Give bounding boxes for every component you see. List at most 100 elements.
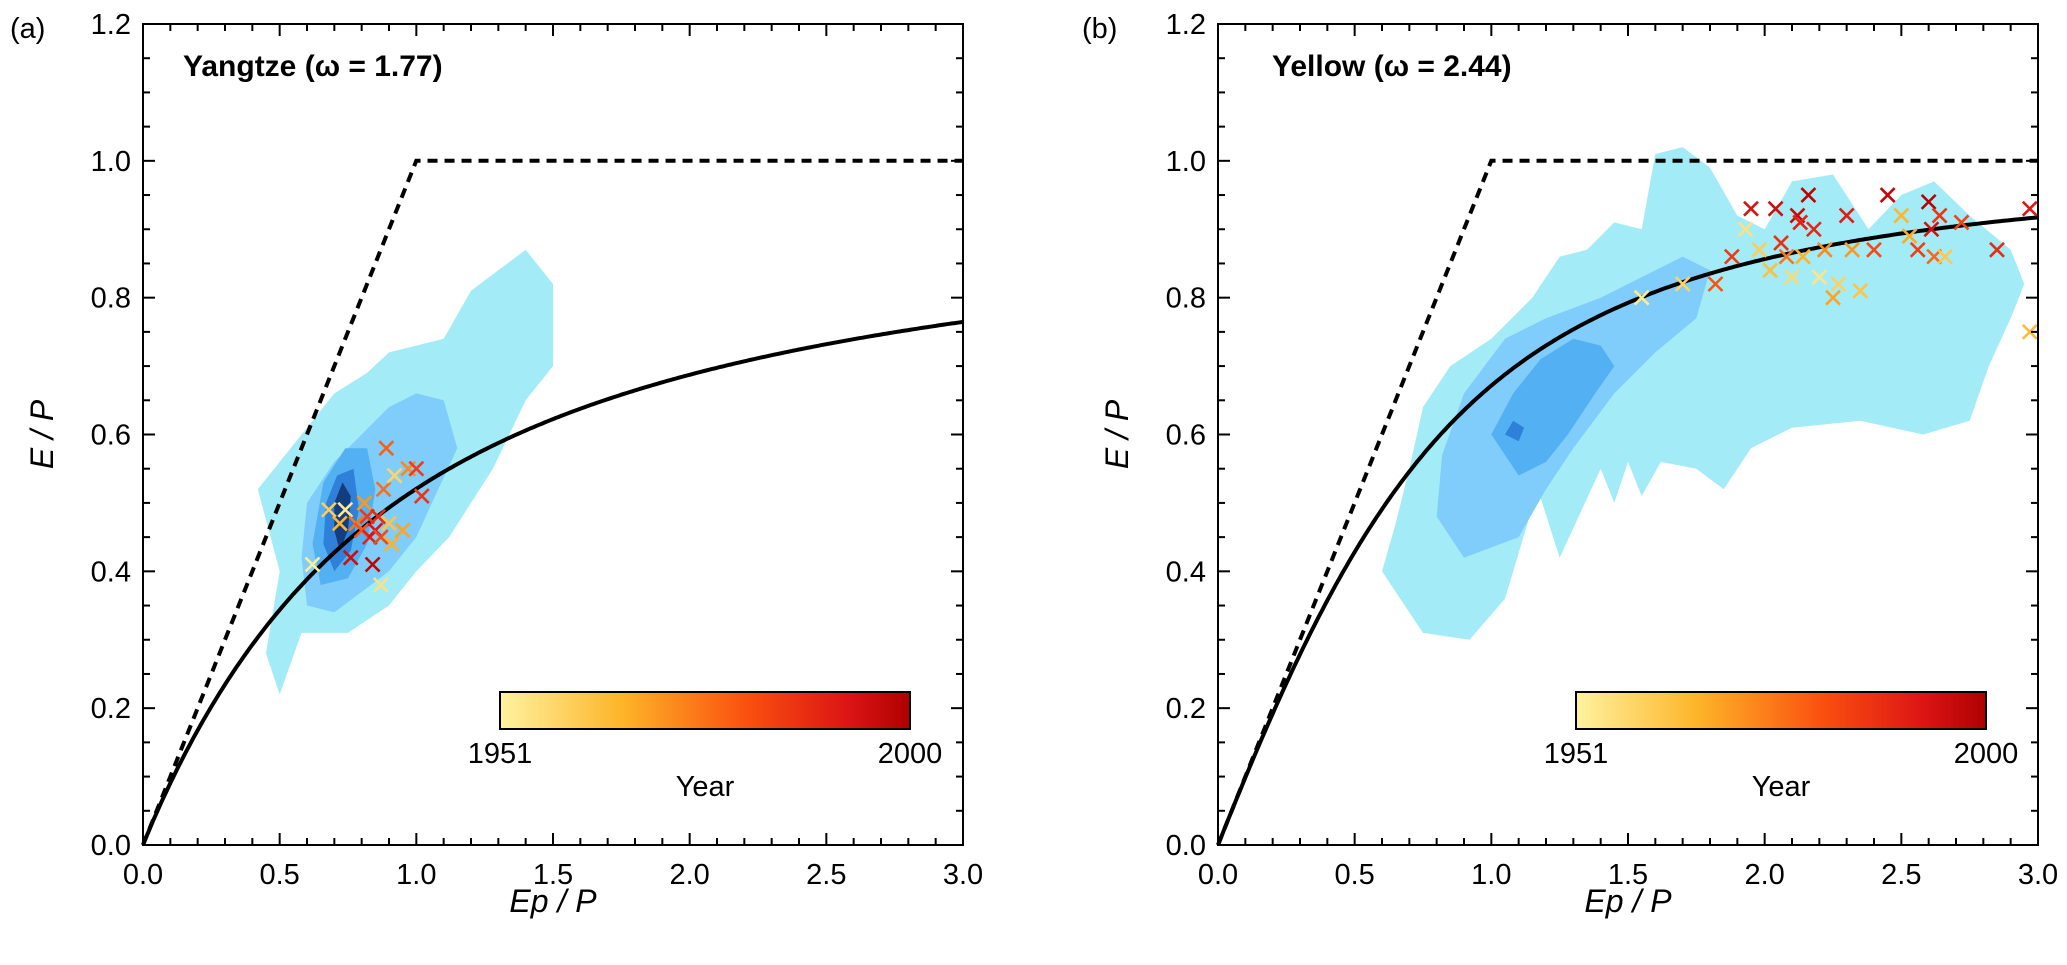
x-axis-label: Ep / P [509, 883, 597, 919]
scatter-point [370, 508, 386, 525]
x-tick-label: 1.5 [533, 859, 573, 891]
scatter-point [2021, 200, 2038, 217]
density-contour-level-3 [1491, 338, 1615, 476]
y-tick-label: 0.4 [1166, 556, 1206, 588]
scatter-point [1792, 214, 1809, 231]
scatter-point [1838, 207, 1855, 224]
x-tick-label: 2.0 [670, 859, 710, 891]
y-tick-label: 1.2 [91, 9, 131, 41]
scatter-point [381, 515, 397, 532]
scatter-point [383, 536, 400, 552]
panel-label: (b) [1082, 13, 1117, 45]
scatter-point [304, 556, 321, 573]
scatter-point [1920, 193, 1937, 210]
scatter-point [1784, 269, 1800, 286]
x-tick-label: 3.0 [2018, 859, 2058, 891]
x-tick-label: 1.0 [1471, 859, 1511, 891]
scatter-point [1866, 241, 1882, 258]
scatter-point [342, 549, 359, 566]
y-axis-label: E / P [24, 399, 60, 469]
scatter-point [1674, 276, 1691, 292]
scatter-point [1816, 241, 1833, 258]
scatter-point [1811, 269, 1828, 286]
scatter-point [1707, 276, 1724, 292]
colorbar [499, 691, 911, 730]
scatter-point [1909, 241, 1926, 258]
scatter-point [1773, 235, 1789, 251]
y-axis-label: E / P [1099, 399, 1135, 469]
scatter-point [364, 556, 381, 573]
y-tick-label: 1.0 [91, 146, 131, 178]
scatter-point [1805, 221, 1822, 238]
scatter-point [394, 522, 411, 539]
x-tick-label: 1.5 [1608, 859, 1648, 891]
scatter-point [1830, 276, 1847, 292]
y-tick-label: 0.2 [91, 693, 131, 725]
panel-a: 0.0 0.5 1.0 1.5 2.0 2.5 3.0 0.0 0.2 0.4 0.6 0.8 1.0 1… [10, 9, 983, 919]
scatter-point [1767, 200, 1784, 217]
scatter-point [337, 501, 354, 518]
budyko-curve [141, 319, 964, 846]
scatter-point [375, 481, 392, 498]
scatter-point [1751, 241, 1768, 258]
y-tick-label: 0.6 [91, 420, 131, 452]
scatter-point [1879, 187, 1896, 203]
colorbar [1575, 691, 1987, 730]
scatter-point [1953, 214, 1970, 231]
scatter-point [320, 501, 337, 518]
scatter-point [1893, 207, 1910, 224]
scatter-point [331, 515, 348, 532]
limit-line [141, 158, 963, 846]
panel-title: Yellow (ω = 2.44) [1272, 50, 1512, 83]
x-tick-label: 0.5 [260, 859, 300, 891]
scatter-point [1931, 207, 1948, 224]
scatter-point [1844, 241, 1861, 258]
x-tick-label: 0.5 [1335, 859, 1375, 891]
x-tick-label: 0.0 [123, 859, 163, 891]
y-tick-label: 0.0 [1166, 830, 1206, 862]
x-tick-label: 2.5 [1881, 859, 1921, 891]
scatter-point [372, 577, 389, 593]
colorbar-max-label: 2000 [1954, 738, 2019, 770]
scatter-point [2021, 323, 2038, 340]
scatter-point [1825, 289, 1841, 306]
scatter-point [1937, 248, 1953, 265]
scatter-point [1762, 262, 1779, 279]
scatter-point [1633, 289, 1650, 306]
y-tick-label: 0.0 [91, 830, 131, 862]
y-tick-label: 0.8 [91, 283, 131, 315]
scatter-point [1795, 248, 1811, 265]
scatter-point [378, 440, 395, 457]
y-tick-label: 1.0 [1166, 146, 1206, 178]
y-tick-label: 0.2 [1166, 693, 1206, 725]
density-contour-level-4 [1505, 420, 1525, 442]
y-tick-label: 0.8 [1166, 283, 1206, 315]
x-tick-label: 3.0 [943, 859, 983, 891]
y-tick-label: 0.4 [91, 556, 131, 588]
colorbar-min-label: 1951 [468, 738, 533, 770]
scatter-point [1737, 221, 1754, 238]
scatter-point [356, 494, 373, 511]
colorbar-label: Year [1752, 771, 1811, 803]
x-tick-label: 2.5 [806, 859, 846, 891]
x-axis-label: Ep / P [1584, 883, 1672, 919]
scatter-point [386, 467, 403, 484]
y-tick-label: 0.6 [1166, 420, 1206, 452]
scatter-point [1923, 221, 1940, 238]
x-tick-label: 0.0 [1198, 859, 1238, 891]
panel-b: 0.0 0.5 1.0 1.5 2.0 2.5 3.0 0.0 0.2 0.4 0.6 0.8 1.0 1… [1082, 9, 2058, 919]
colorbar-label: Year [676, 771, 735, 803]
scatter-point [1800, 187, 1817, 203]
x-tick-label: 1.0 [396, 859, 436, 891]
scatter-point [413, 488, 430, 504]
colorbar-max-label: 2000 [878, 738, 943, 770]
scatter-point [1852, 282, 1869, 299]
scatter-point [372, 529, 389, 546]
panel-title: Yangtze (ω = 1.77) [183, 50, 443, 83]
y-tick-label: 1.2 [1166, 9, 1206, 41]
scatter-point [1778, 248, 1795, 265]
budyko-curve [1216, 215, 2039, 846]
scatter-point [408, 460, 425, 477]
scatter-point [1901, 228, 1918, 245]
